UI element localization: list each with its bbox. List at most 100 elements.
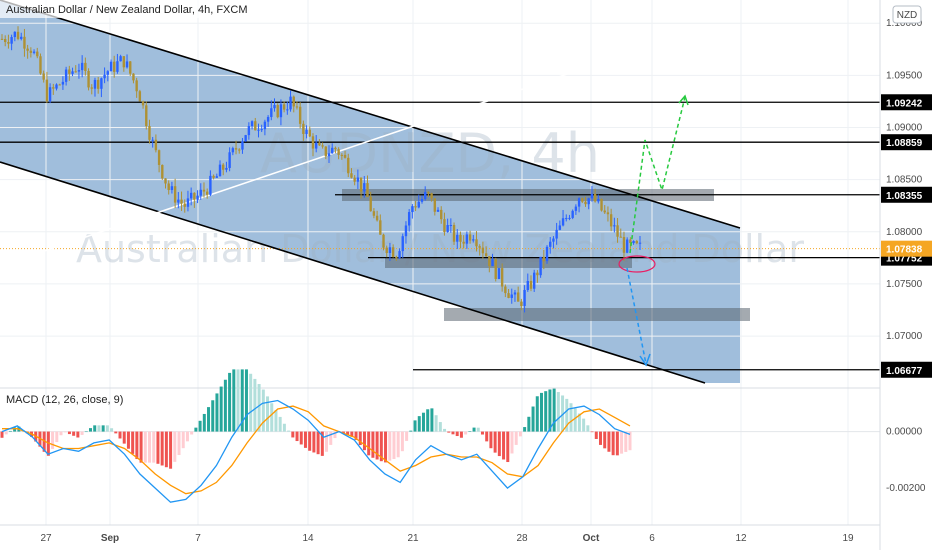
candle-body-135 [433, 198, 437, 212]
chart-title: Australian Dollar / New Zealand Dollar, … [6, 4, 247, 16]
macd-hist-bar-0 [0, 431, 4, 438]
channel-upper-line [0, 0, 741, 229]
candle-body-165 [529, 280, 533, 289]
candle-body-190 [609, 214, 613, 227]
candle-body-182 [584, 201, 587, 205]
macd-hist-bar-84 [354, 431, 358, 440]
candle-body-117 [375, 215, 379, 221]
macd-hist-bar-15 [63, 431, 67, 433]
macd-hist-bar-91 [384, 431, 388, 463]
candle-body-73 [234, 148, 238, 150]
macd-hist-bar-132 [556, 392, 560, 432]
currency-badge[interactable]: NZD [892, 5, 922, 24]
macd-pane [0, 369, 880, 503]
macd-hist-bar-1 [4, 431, 8, 435]
macd-axis[interactable]: 0.00000 -0.00200 [886, 427, 926, 495]
candle-body-187 [600, 199, 603, 211]
macd-hist-bar-125 [527, 416, 531, 432]
candle-body-39 [125, 61, 129, 68]
candle-body-57 [183, 203, 186, 207]
time-tick-0: 27 [40, 533, 52, 544]
candle-body-142 [456, 234, 459, 242]
macd-hist-bar-74 [312, 431, 316, 453]
grid-lines [0, 0, 880, 525]
candle-body-162 [520, 301, 523, 306]
macd-hist-bar-148 [624, 431, 628, 452]
price-axis[interactable]: 1.10000 1.09500 1.09000 1.08500 1.08000 1.075… [886, 18, 923, 342]
macd-hist-bar-111 [468, 431, 472, 432]
candle-body-198 [635, 241, 638, 244]
macd-hist-bar-25 [105, 425, 109, 432]
macd-hist-bar-96 [405, 431, 409, 441]
candle-body-114 [366, 183, 369, 197]
price-tags: 1.09242 1.08859 1.08355 1.07752 1.06677 1.078… [881, 94, 932, 378]
candle-body-140 [449, 225, 453, 227]
candle-body-133 [427, 192, 430, 194]
candle-body-169 [542, 256, 546, 261]
macd-hist-bar-143 [603, 431, 607, 449]
candle-body-121 [388, 247, 392, 254]
rising-trendline [0, 66, 589, 267]
candle-body-93 [298, 106, 302, 124]
candle-body-27 [87, 70, 90, 88]
candle-body-8 [26, 48, 29, 51]
macd-hist-bar-19 [80, 431, 84, 435]
candle-body-70 [225, 167, 228, 170]
candle-body-59 [189, 192, 193, 199]
macd-hist-bar-22 [93, 425, 97, 432]
macd-hist-bar-145 [611, 431, 615, 456]
candle-body-175 [561, 218, 565, 226]
macd-hist-bar-46 [194, 427, 198, 432]
macd-hist-bar-52 [219, 386, 223, 432]
candle-body-16 [52, 87, 55, 89]
time-tick-4: 21 [407, 533, 419, 544]
macd-hist-bar-112 [472, 427, 476, 432]
candle-body-18 [58, 84, 61, 86]
candle-body-118 [379, 220, 382, 235]
candle-body-52 [167, 183, 170, 191]
candle-body-94 [302, 123, 305, 134]
macd-hist-bar-35 [148, 431, 152, 463]
price-tag-bg-4 [881, 361, 932, 378]
macd-hist-bar-101 [426, 409, 430, 432]
macd-hist-bar-121 [510, 431, 514, 454]
candle-body-42 [135, 80, 138, 92]
candle-body-183 [587, 198, 590, 205]
candle-body-176 [565, 218, 568, 220]
candle-body-95 [305, 129, 308, 134]
candle-body-184 [590, 193, 594, 199]
price-tag-2: 1.08355 [886, 191, 923, 202]
macd-hist-bar-10 [42, 431, 46, 452]
price-tick-6: 1.07000 [886, 331, 923, 342]
candle-body-61 [196, 195, 199, 200]
candle-body-166 [533, 272, 536, 289]
macd-hist-bar-17 [72, 431, 76, 436]
candle-body-149 [478, 246, 481, 248]
candle-body-148 [475, 239, 478, 247]
candle-body-29 [93, 79, 97, 89]
candle-body-48 [154, 139, 158, 151]
candle-body-137 [440, 209, 443, 220]
macd-hist-bar-38 [160, 431, 164, 466]
macd-hist-bar-134 [565, 398, 569, 432]
price-tick-0: 1.10000 [886, 18, 923, 29]
macd-hist-bar-103 [434, 415, 438, 432]
candle-body-171 [549, 241, 552, 247]
time-axis[interactable]: 27 Sep 7 14 21 28 Oct 6 12 19 [40, 533, 854, 544]
macd-hist-bar-2 [8, 430, 12, 432]
candle-body-66 [212, 175, 215, 178]
candle-body-127 [407, 212, 411, 226]
candle-body-41 [132, 73, 135, 81]
macd-hist-bar-44 [185, 431, 189, 442]
macd-hist-bar-113 [476, 427, 480, 432]
macd-hist-bar-81 [341, 431, 345, 434]
macd-hist-bar-78 [329, 431, 333, 445]
macd-hist-bar-149 [628, 431, 632, 451]
macd-hist-bar-141 [594, 431, 598, 439]
macd-hist-bar-12 [51, 431, 55, 449]
candle-body-181 [581, 198, 584, 202]
macd-hist-bar-127 [535, 396, 539, 432]
candle-body-74 [238, 149, 241, 151]
candle-body-125 [401, 236, 404, 252]
